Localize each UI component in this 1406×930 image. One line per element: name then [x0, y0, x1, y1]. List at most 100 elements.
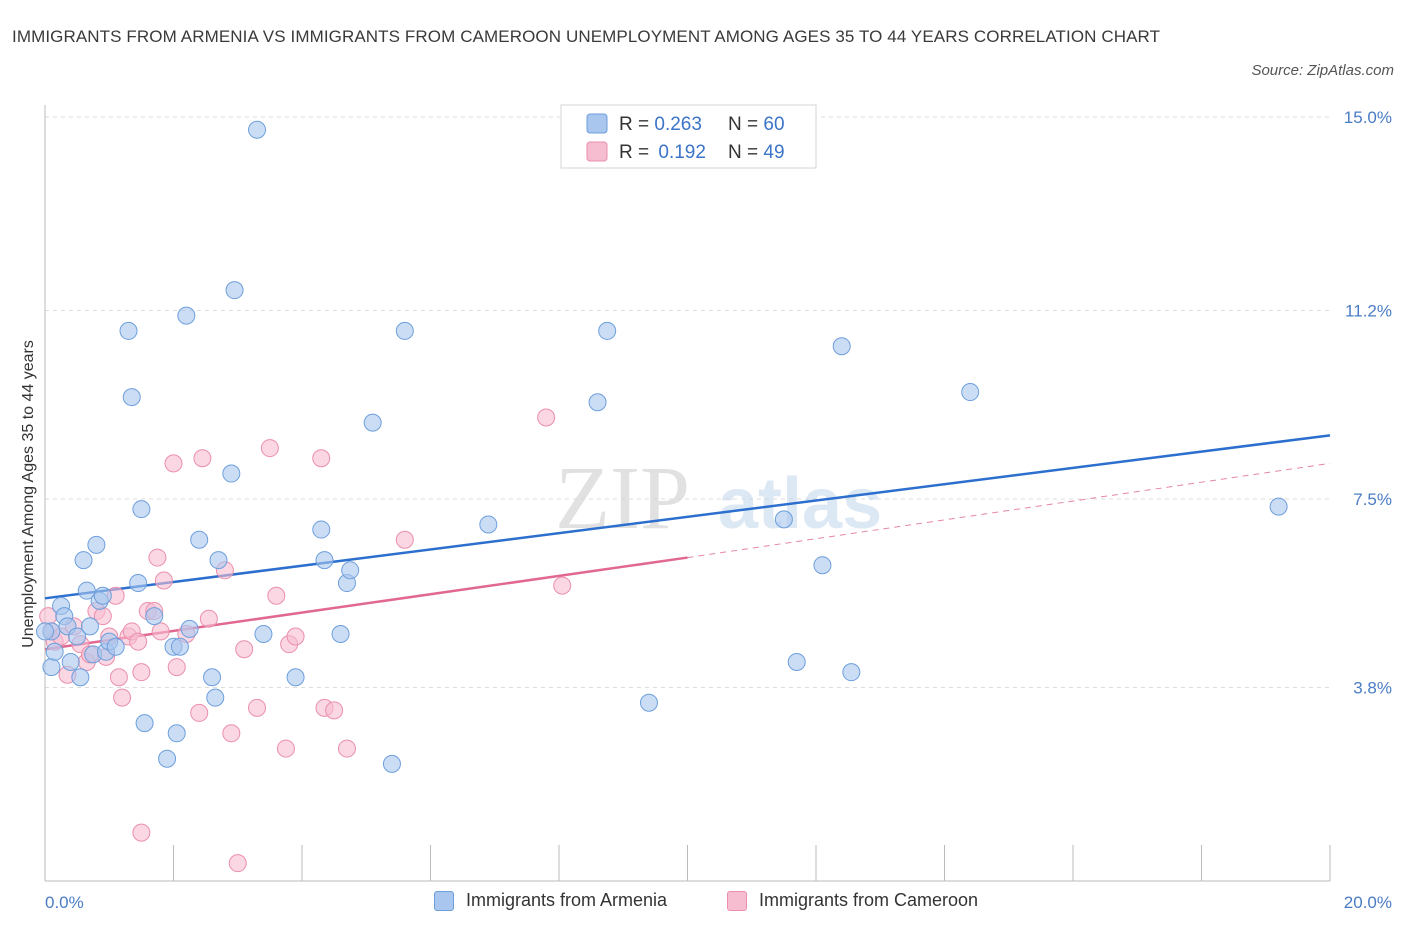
- point-cameroon-28: [190, 703, 209, 722]
- point-armenia-21: [132, 500, 151, 519]
- legend-n-label-armenia: N =: [728, 114, 763, 135]
- point-armenia-47: [395, 321, 414, 340]
- point-cameroon-46: [553, 576, 572, 595]
- tick-labels: 3.8% 7.5% 11.2% 15.0% 0.0% 20.0%: [45, 108, 1392, 912]
- legend-swatch-cameroon: [586, 141, 608, 162]
- point-armenia-50: [598, 321, 617, 340]
- point-armenia-31: [190, 530, 209, 549]
- y-tick-label-3: 15.0%: [1344, 108, 1392, 127]
- point-cameroon-25: [164, 454, 183, 473]
- point-armenia-39: [286, 668, 305, 687]
- svg-text:N = 49: N = 49: [728, 142, 785, 163]
- point-cameroon-15: [113, 688, 132, 707]
- point-armenia-22: [129, 574, 148, 593]
- point-cameroon-44: [395, 530, 414, 549]
- legend-item-cameroon: Immigrants from Cameroon: [727, 890, 978, 911]
- point-armenia-33: [209, 551, 228, 570]
- point-armenia-18: [106, 637, 125, 656]
- point-armenia-25: [158, 749, 177, 768]
- point-armenia-36: [225, 281, 244, 300]
- point-armenia-53: [787, 652, 806, 671]
- point-cameroon-36: [267, 586, 286, 605]
- svg-text:R = 0.192: R = 0.192: [619, 142, 706, 163]
- point-cameroon-34: [248, 698, 267, 717]
- point-armenia-58: [1269, 497, 1288, 516]
- point-armenia-7: [68, 627, 87, 646]
- point-armenia-29: [177, 306, 196, 325]
- point-armenia-44: [341, 561, 360, 580]
- point-armenia-52: [774, 510, 793, 529]
- point-cameroon-14: [109, 668, 128, 687]
- trend-line-cameroon-extension: [687, 462, 1331, 559]
- point-armenia-42: [331, 624, 350, 643]
- legend-r-label-cameroon: R =: [619, 142, 654, 163]
- point-cameroon-33: [235, 640, 254, 659]
- point-armenia-32: [203, 668, 222, 687]
- data-points: [36, 120, 1288, 873]
- top-legend: R = 0.263 N = 60 R = 0.192 N = 49: [560, 104, 817, 169]
- point-cameroon-39: [286, 627, 305, 646]
- trend-line-armenia: [44, 434, 1331, 600]
- point-armenia-46: [382, 754, 401, 773]
- legend-swatch-armenia: [586, 113, 608, 134]
- legend-label-cameroon: Immigrants from Cameroon: [759, 890, 979, 910]
- svg-text:R = 0.263: R = 0.263: [619, 114, 702, 135]
- point-armenia-59: [36, 622, 54, 641]
- point-armenia-9: [74, 551, 93, 570]
- point-cameroon-45: [537, 408, 556, 427]
- watermark-atlas: atlas: [718, 464, 882, 544]
- point-armenia-13: [87, 535, 106, 554]
- point-cameroon-32: [222, 724, 241, 743]
- point-cameroon-48: [228, 854, 247, 873]
- chart-title: IMMIGRANTS FROM ARMENIA VS IMMIGRANTS FR…: [12, 27, 1161, 46]
- legend-n-label-cameroon: N =: [728, 142, 763, 163]
- legend-r-value-cameroon: 0.192: [658, 142, 706, 163]
- svg-text:N = 60: N = 60: [728, 114, 785, 135]
- point-armenia-20: [122, 388, 141, 407]
- x-tick-label-0: 0.0%: [45, 893, 84, 912]
- point-cameroon-19: [132, 663, 151, 682]
- point-armenia-19: [119, 321, 138, 340]
- source-label: Source: ZipAtlas.com: [1251, 62, 1394, 79]
- point-armenia-45: [363, 413, 382, 432]
- point-armenia-49: [588, 393, 607, 412]
- point-armenia-10: [77, 581, 96, 600]
- y-tick-label-0: 3.8%: [1353, 678, 1392, 697]
- point-armenia-28: [167, 724, 186, 743]
- legend-n-value-armenia: 60: [763, 114, 784, 135]
- point-armenia-57: [961, 383, 980, 402]
- point-cameroon-18: [129, 632, 148, 651]
- point-armenia-11: [80, 617, 99, 636]
- point-armenia-1: [42, 658, 61, 677]
- grid-lines: [45, 116, 1330, 688]
- point-armenia-56: [842, 663, 861, 682]
- point-cameroon-40: [312, 449, 331, 468]
- point-armenia-37: [248, 120, 267, 139]
- legend-label-armenia: Immigrants from Armenia: [466, 890, 668, 910]
- point-armenia-41: [315, 551, 334, 570]
- x-tick-label-1: 20.0%: [1344, 893, 1392, 912]
- point-armenia-27: [170, 637, 189, 656]
- legend-swatch-armenia-bottom: [434, 890, 454, 911]
- point-armenia-54: [813, 556, 832, 575]
- point-cameroon-35: [260, 439, 279, 458]
- point-cameroon-26: [167, 658, 186, 677]
- point-cameroon-24: [154, 571, 173, 590]
- point-armenia-24: [145, 607, 164, 626]
- y-axis-label: Unemployment Among Ages 35 to 44 years: [20, 340, 37, 648]
- bottom-legend: Immigrants from Armenia Immigrants from …: [0, 886, 1406, 918]
- point-armenia-30: [180, 619, 199, 638]
- legend-n-value-cameroon: 49: [763, 142, 784, 163]
- axes: [44, 105, 1331, 882]
- point-cameroon-30: [199, 609, 218, 628]
- point-armenia-40: [312, 520, 331, 539]
- y-tick-label-2: 11.2%: [1345, 302, 1392, 321]
- point-cameroon-23: [151, 622, 170, 641]
- point-armenia-6: [61, 652, 80, 671]
- point-armenia-51: [639, 693, 658, 712]
- legend-swatch-cameroon-bottom: [727, 890, 747, 911]
- point-armenia-8: [71, 668, 90, 687]
- point-cameroon-37: [276, 739, 295, 758]
- point-armenia-35: [222, 464, 241, 483]
